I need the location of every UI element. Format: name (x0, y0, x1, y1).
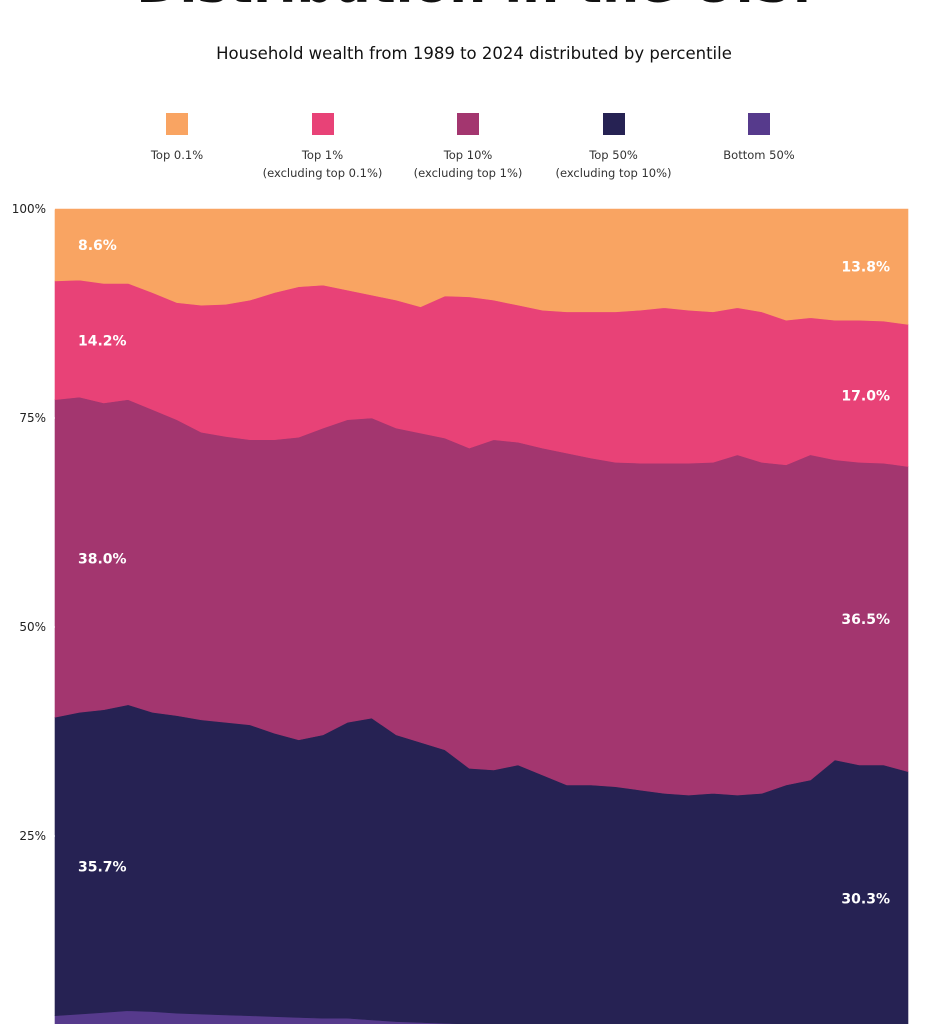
data-label: 38.0% (78, 551, 127, 567)
y-tick-label: 25% (19, 829, 46, 843)
data-label: 8.6% (78, 238, 117, 254)
data-label: 35.7% (78, 860, 127, 876)
data-label: 36.5% (841, 612, 890, 628)
data-label: 13.8% (841, 260, 890, 276)
data-label: 14.2% (78, 333, 127, 349)
legend-swatch (748, 113, 770, 135)
legend-label: Top 10% (excluding top 1%) (413, 148, 523, 180)
legend-swatch (602, 113, 625, 135)
legend-label: Top 0.1% (150, 148, 204, 162)
chart-subtitle: Household wealth from 1989 to 2024 distr… (216, 44, 732, 63)
area (54, 208, 909, 325)
y-tick-label: 50% (19, 620, 46, 634)
legend-swatch (457, 113, 479, 135)
data-label: 30.3% (841, 891, 890, 907)
y-tick-label: 100% (12, 202, 46, 216)
data-label: 17.0% (841, 388, 890, 404)
legend-swatch (166, 113, 188, 135)
legend-label: Top 1% (excluding top 0.1%) (262, 148, 383, 180)
legend-swatch (311, 113, 334, 135)
legend-label: Top 50% (excluding top 10%) (555, 148, 672, 180)
legend-label: Bottom 50% (723, 148, 795, 162)
y-tick-label: 75% (19, 411, 46, 425)
chart-title: Distribution in the U.S. (136, 0, 811, 15)
